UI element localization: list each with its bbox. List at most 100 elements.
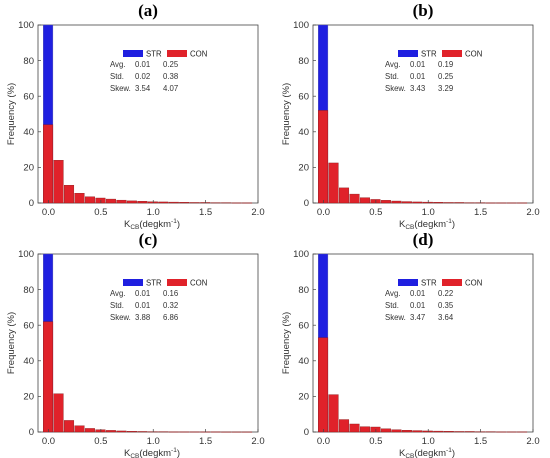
y-tick-label: 100 (18, 20, 34, 31)
bar-con (147, 201, 158, 204)
stat-label: Skew. (110, 84, 131, 93)
stat-str: 3.54 (135, 84, 151, 93)
stat-str: 0.01 (135, 289, 150, 298)
stat-con: 0.38 (163, 72, 178, 81)
panel-label: (d) (413, 230, 434, 249)
bar-con (126, 431, 137, 433)
x-tick-label: 0.5 (369, 207, 382, 218)
x-tick-label: 1.5 (199, 207, 212, 218)
x-tick-label: 2.0 (526, 207, 539, 218)
bar-con (126, 200, 137, 204)
bar-con (380, 428, 391, 433)
y-tick-label: 100 (18, 249, 34, 260)
bar-con (433, 430, 444, 433)
bar-con (401, 430, 412, 433)
bar-con (318, 110, 329, 204)
y-tick-label: 0 (304, 427, 309, 438)
bar-con (370, 199, 381, 204)
bar-con (464, 431, 475, 433)
legend-swatch-con (167, 50, 187, 57)
bar-con (328, 162, 339, 204)
y-tick-label: 100 (293, 249, 309, 260)
stat-str: 0.01 (135, 60, 150, 69)
bar-con (443, 431, 454, 433)
stat-label: Avg. (385, 289, 400, 298)
panel-b: (b) 0 20 40 60 80 100 0.0 0.5 1.0 1.5 2.0 Frequency … (281, 1, 540, 231)
bar-con (391, 200, 402, 204)
bar-con (391, 429, 402, 433)
stat-con: 0.22 (438, 289, 453, 298)
bar-con (43, 124, 54, 204)
stat-con: 4.07 (163, 84, 178, 93)
x-tick-label: 1.0 (147, 207, 160, 218)
bar-con (454, 431, 465, 433)
bar-con (168, 201, 179, 204)
y-tick-label: 0 (29, 198, 34, 209)
bar-con (74, 425, 85, 433)
bar-con (338, 187, 350, 204)
stat-str: 3.47 (410, 313, 425, 322)
y-tick-label: 40 (23, 127, 34, 138)
bar-con (105, 430, 116, 433)
bar-con (158, 201, 169, 204)
x-tick-label: 1.0 (422, 207, 435, 218)
stat-str: 0.01 (135, 301, 150, 310)
bar-con (349, 193, 360, 204)
x-tick-label: 1.5 (474, 207, 487, 218)
x-tick-label: 2.0 (251, 436, 264, 447)
legend-swatch-con (442, 279, 462, 286)
legend-swatch-str (123, 50, 143, 57)
stat-label: Skew. (385, 313, 406, 322)
legend-swatch-con (167, 279, 187, 286)
bar-con (137, 431, 148, 433)
bar-con (359, 426, 370, 433)
y-tick-label: 60 (298, 320, 309, 331)
bar-con (412, 201, 423, 204)
bar-con (422, 201, 433, 204)
stat-label: Std. (110, 301, 124, 310)
x-tick-label: 0.5 (369, 436, 382, 447)
y-tick-label: 0 (304, 198, 309, 209)
bar-con (401, 201, 412, 204)
y-tick-label: 80 (23, 285, 34, 296)
x-tick-label: 0.0 (42, 436, 55, 447)
bar-con (318, 337, 329, 433)
legend-label-con: CON (465, 279, 482, 288)
stat-str: 0.01 (410, 289, 425, 298)
stat-str: 0.01 (410, 60, 425, 69)
bar-con (338, 419, 350, 433)
y-tick-label: 60 (23, 320, 34, 331)
y-tick-label: 20 (298, 392, 309, 403)
bar-con (422, 430, 433, 433)
y-axis-title: Frequency (%) (281, 312, 292, 374)
y-tick-label: 40 (298, 356, 309, 367)
bar-con (95, 197, 106, 204)
bar-con (116, 430, 127, 433)
y-tick-label: 20 (298, 163, 309, 174)
x-tick-label: 0.5 (94, 436, 107, 447)
x-axis-title: KCB(degkm-1) (399, 447, 455, 458)
panel-label: (c) (139, 230, 158, 249)
stat-con: 0.25 (438, 72, 454, 81)
stat-con: 0.16 (163, 289, 178, 298)
bar-con (454, 202, 465, 204)
stat-label: Avg. (110, 60, 125, 69)
bar-con (349, 423, 360, 433)
x-tick-label: 1.5 (199, 436, 212, 447)
bar-con (43, 321, 54, 433)
y-tick-label: 100 (293, 20, 309, 31)
bar-con (328, 394, 339, 433)
x-tick-label: 0.0 (42, 207, 55, 218)
stat-str: 3.43 (410, 84, 425, 93)
bar-con (116, 199, 127, 204)
y-tick-label: 60 (23, 91, 34, 102)
legend-label-str: STR (421, 279, 437, 288)
stat-label: Avg. (385, 60, 400, 69)
panel-d: (d) 0 20 40 60 80 100 0.0 0.5 1.0 1.5 2.0 Frequency … (281, 230, 540, 458)
y-axis-title: Frequency (%) (6, 312, 17, 374)
stat-str: 0.01 (410, 301, 425, 310)
bar-con (433, 202, 444, 204)
legend-swatch-str (123, 279, 143, 286)
y-tick-label: 20 (23, 163, 34, 174)
